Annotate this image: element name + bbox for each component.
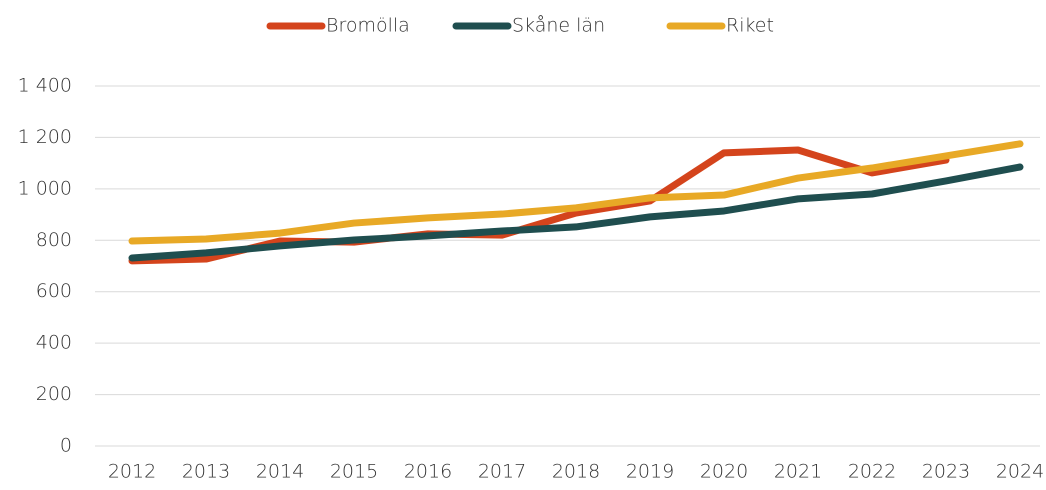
x-tick-label: 2015 (330, 461, 378, 483)
x-tick-label: 2024 (996, 461, 1044, 483)
x-tick-label: 2022 (848, 461, 896, 483)
legend-label: Bromölla (326, 15, 410, 37)
x-tick-label: 2023 (922, 461, 970, 483)
y-tick-label: 800 (36, 229, 72, 251)
x-tick-label: 2012 (108, 461, 156, 483)
y-tick-label: 200 (36, 383, 72, 405)
x-tick-label: 2021 (774, 461, 822, 483)
x-tick-label: 2013 (182, 461, 230, 483)
x-tick-label: 2019 (626, 461, 674, 483)
x-tick-label: 2018 (552, 461, 600, 483)
x-tick-label: 2020 (700, 461, 748, 483)
y-tick-label: 600 (36, 280, 72, 302)
y-tick-label: 0 (60, 435, 72, 457)
x-tick-label: 2016 (404, 461, 452, 483)
x-tick-label: 2017 (478, 461, 526, 483)
x-tick-label: 2014 (256, 461, 304, 483)
legend-label: Skåne län (512, 15, 605, 37)
y-tick-label: 1 400 (18, 75, 72, 97)
series-line (128, 140, 1024, 245)
y-tick-label: 1 000 (18, 177, 72, 199)
legend-label: Riket (726, 15, 774, 37)
y-tick-label: 1 200 (18, 126, 72, 148)
y-tick-label: 400 (36, 332, 72, 354)
series-line (128, 146, 950, 265)
series-line (128, 163, 1024, 262)
